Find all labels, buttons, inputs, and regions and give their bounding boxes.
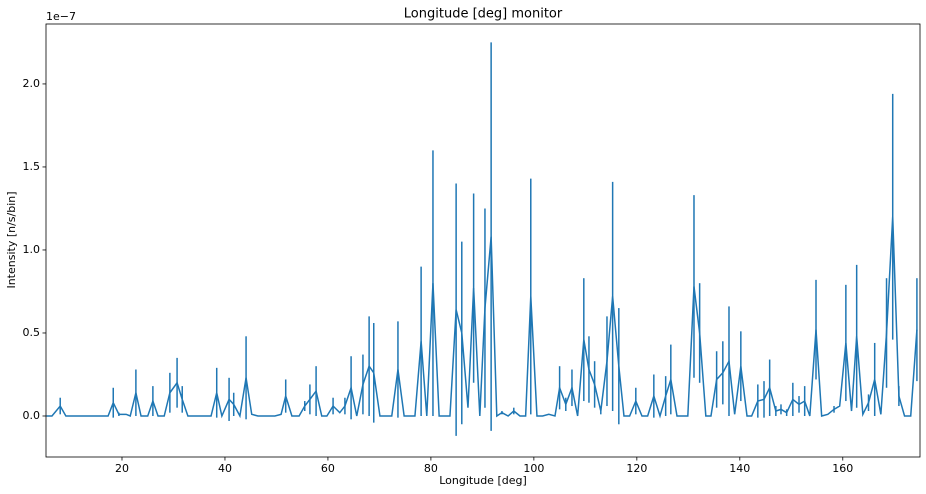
x-tick-label: 20: [115, 462, 129, 475]
y-tick-label: 0.5: [23, 326, 41, 339]
x-tick-label: 140: [729, 462, 750, 475]
x-axis-label: Longitude [deg]: [439, 474, 527, 487]
x-tick-label: 100: [523, 462, 544, 475]
x-tick-label: 40: [218, 462, 232, 475]
y-tick-label: 0.0: [23, 409, 41, 422]
chart-title: Longitude [deg] monitor: [404, 7, 563, 22]
y-tick-label: 1.5: [23, 160, 41, 173]
x-tick-label: 160: [832, 462, 853, 475]
y-axis-label: Intensity [n/s/bin]: [5, 191, 18, 288]
x-tick-label: 80: [424, 462, 438, 475]
x-tick-label: 60: [321, 462, 335, 475]
offset-text: 1e−7: [46, 10, 76, 23]
data-line: [46, 216, 918, 419]
y-tick-label: 1.0: [23, 243, 41, 256]
y-tick-label: 2.0: [23, 77, 41, 90]
plot-frame: [45, 23, 921, 458]
plot-area: [46, 42, 918, 436]
x-tick-label: 120: [626, 462, 647, 475]
